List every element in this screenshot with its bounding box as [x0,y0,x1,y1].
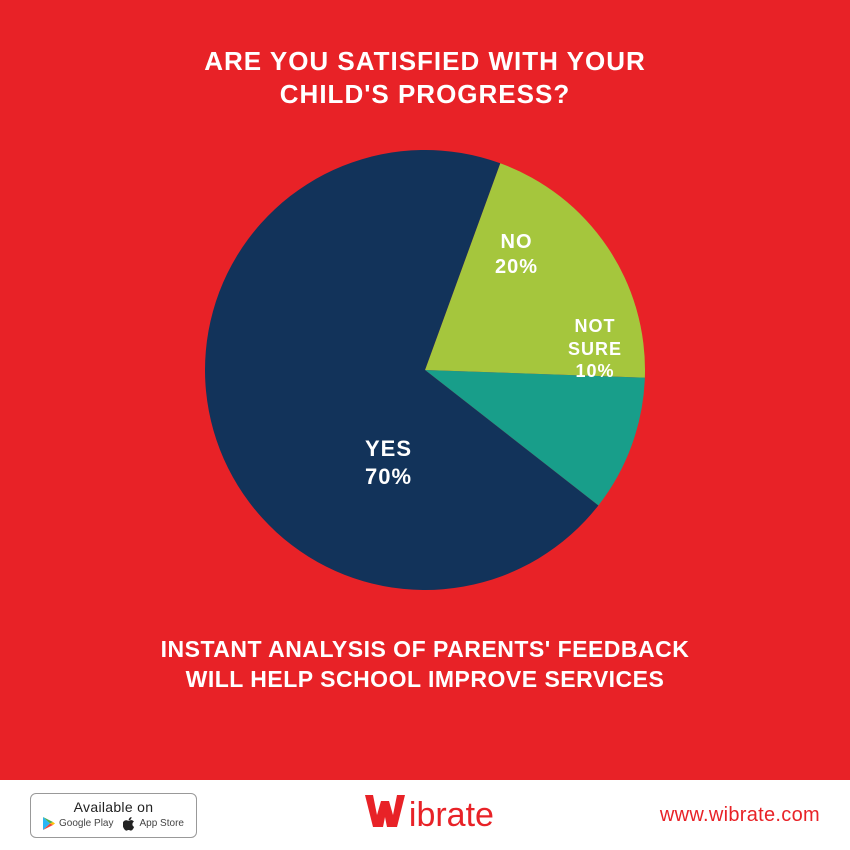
google-play-link[interactable]: Google Play [43,817,113,830]
subtitle-line-2: WILL HELP SCHOOL IMPROVE SERVICES [186,666,665,692]
slice-label-no: NO20% [495,230,538,280]
brand-w-icon [363,793,407,838]
title-line-1: ARE YOU SATISFIED WITH YOUR [204,46,646,76]
badge-heading: Available on [74,799,154,815]
brand-logo[interactable]: ibrate [363,793,494,838]
brand-text: ibrate [409,796,494,835]
subtitle-line-1: INSTANT ANALYSIS OF PARENTS' FEEDBACK [161,636,690,662]
website-url[interactable]: www.wibrate.com [660,804,820,827]
slice-label-not-sure: NOT SURE10% [545,315,645,383]
pie-chart: NO20%NOT SURE10% YES70% [205,150,645,595]
main-panel: ARE YOU SATISFIED WITH YOUR CHILD'S PROG… [0,0,850,780]
app-store-link[interactable]: App Store [123,817,183,831]
google-play-label: Google Play [59,818,113,829]
footer: Available on Google Play App Store [0,780,850,850]
google-play-icon [43,817,55,830]
app-availability-badge[interactable]: Available on Google Play App Store [30,793,197,838]
page-title: ARE YOU SATISFIED WITH YOUR CHILD'S PROG… [204,45,646,110]
app-store-label: App Store [139,818,183,829]
title-line-2: CHILD'S PROGRESS? [280,79,570,109]
slice-label-yes: YES70% [365,435,412,490]
apple-icon [123,817,135,831]
badge-stores: Google Play App Store [43,817,184,831]
subtitle: INSTANT ANALYSIS OF PARENTS' FEEDBACK WI… [161,635,690,695]
